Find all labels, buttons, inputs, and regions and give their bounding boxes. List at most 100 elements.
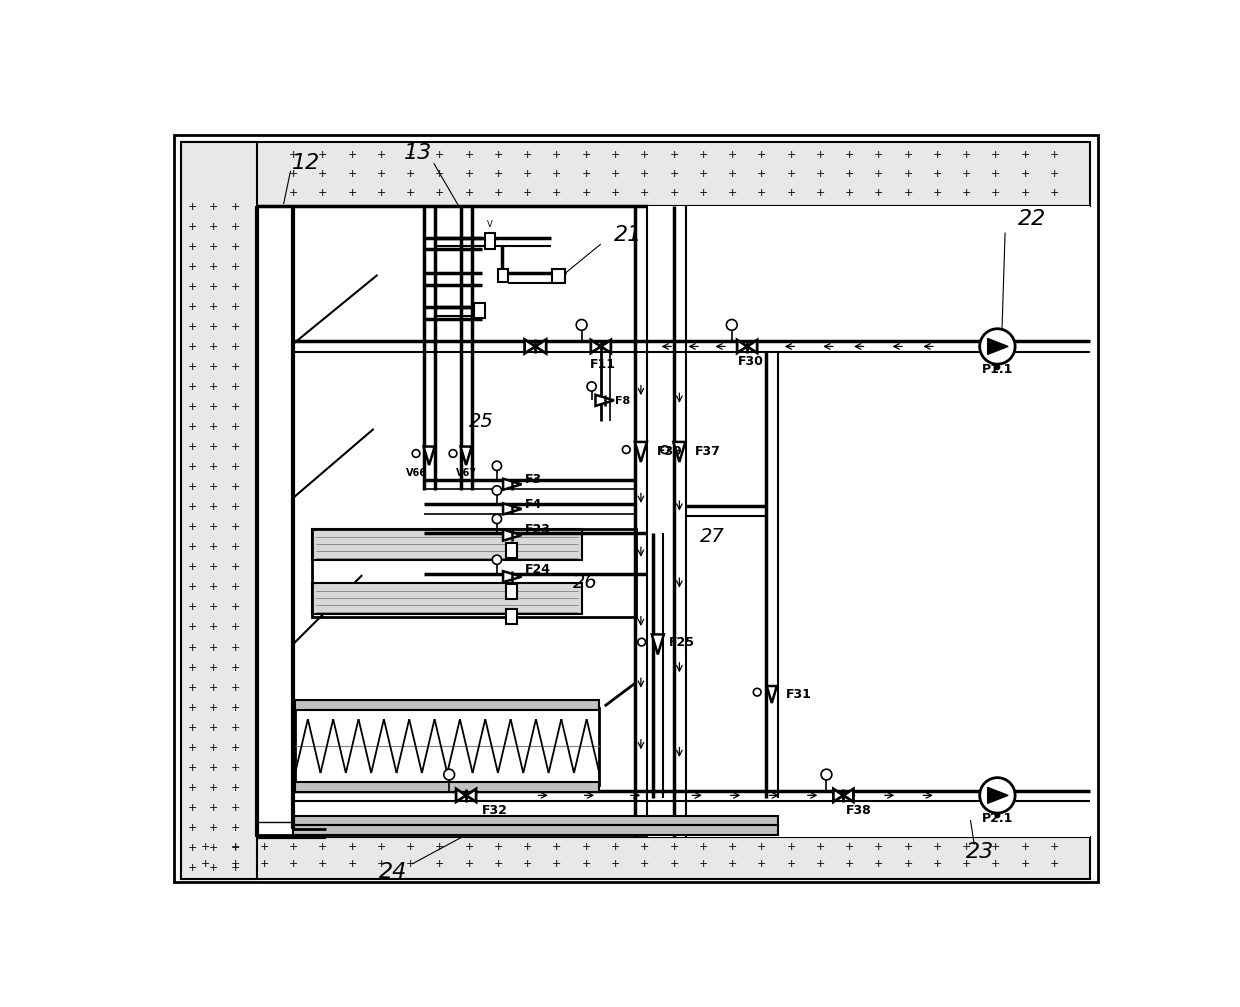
Text: +: + — [289, 859, 299, 869]
Text: F32: F32 — [481, 805, 507, 818]
Bar — [293, 826, 777, 835]
Text: +: + — [435, 188, 445, 198]
Text: +: + — [231, 843, 239, 853]
Text: +: + — [208, 683, 218, 693]
Bar — [295, 700, 599, 710]
Text: +: + — [904, 188, 913, 198]
Text: +: + — [405, 859, 415, 869]
Polygon shape — [766, 686, 777, 703]
Text: +: + — [962, 859, 971, 869]
Text: +: + — [991, 842, 1001, 852]
Text: +: + — [758, 169, 766, 179]
Text: +: + — [991, 859, 1001, 869]
Circle shape — [821, 769, 832, 780]
Bar — [506, 543, 517, 558]
Text: +: + — [494, 169, 503, 179]
Text: +: + — [435, 842, 445, 852]
Circle shape — [637, 638, 646, 645]
Text: +: + — [962, 150, 971, 160]
Text: +: + — [405, 169, 415, 179]
Text: +: + — [347, 169, 357, 179]
Bar — [312, 583, 582, 613]
Text: +: + — [932, 169, 942, 179]
Text: +: + — [231, 642, 239, 653]
Text: +: + — [187, 383, 197, 393]
Text: +: + — [698, 859, 708, 869]
Text: +: + — [377, 150, 386, 160]
Text: +: + — [611, 859, 620, 869]
Text: +: + — [435, 169, 445, 179]
Text: +: + — [758, 842, 766, 852]
Text: +: + — [844, 842, 854, 852]
Text: +: + — [465, 859, 474, 869]
Bar — [312, 529, 635, 617]
Text: +: + — [698, 169, 708, 179]
Text: +: + — [405, 150, 415, 160]
Text: F4: F4 — [525, 497, 542, 511]
Text: +: + — [231, 803, 239, 813]
Text: +: + — [187, 843, 197, 853]
Text: +: + — [231, 462, 239, 472]
Text: +: + — [816, 188, 825, 198]
Text: +: + — [465, 169, 474, 179]
Text: +: + — [187, 482, 197, 492]
Polygon shape — [737, 340, 748, 353]
Text: +: + — [201, 859, 211, 869]
Text: +: + — [187, 863, 197, 873]
Text: +: + — [289, 150, 299, 160]
Text: +: + — [208, 742, 218, 752]
Polygon shape — [635, 442, 647, 462]
Text: V66: V66 — [405, 467, 427, 477]
Text: +: + — [208, 582, 218, 592]
Text: +: + — [494, 188, 503, 198]
Bar — [552, 270, 564, 283]
Circle shape — [622, 446, 630, 453]
Text: +: + — [640, 188, 650, 198]
Text: +: + — [405, 188, 415, 198]
Text: +: + — [582, 859, 591, 869]
Text: +: + — [962, 169, 971, 179]
Text: +: + — [640, 842, 650, 852]
Polygon shape — [503, 478, 522, 489]
Text: +: + — [187, 602, 197, 612]
Text: +: + — [289, 188, 299, 198]
Text: +: + — [670, 859, 678, 869]
Text: +: + — [187, 242, 197, 252]
Text: +: + — [991, 150, 1001, 160]
Text: F31: F31 — [786, 688, 811, 701]
Text: +: + — [611, 150, 620, 160]
Text: +: + — [231, 742, 239, 752]
Text: +: + — [208, 342, 218, 352]
Text: +: + — [289, 169, 299, 179]
Text: +: + — [319, 150, 327, 160]
Text: +: + — [231, 863, 239, 873]
Text: V67: V67 — [455, 467, 476, 477]
Polygon shape — [466, 788, 476, 802]
Text: 24: 24 — [379, 862, 407, 881]
Text: +: + — [208, 823, 218, 833]
Text: +: + — [435, 150, 445, 160]
Text: +: + — [231, 383, 239, 393]
Text: F38: F38 — [846, 805, 872, 818]
Text: +: + — [962, 188, 971, 198]
Text: +: + — [231, 402, 239, 412]
Text: +: + — [786, 150, 796, 160]
Text: +: + — [377, 859, 386, 869]
Text: F3: F3 — [525, 473, 542, 486]
Polygon shape — [601, 340, 611, 353]
Text: +: + — [231, 563, 239, 572]
Text: +: + — [259, 842, 269, 852]
Text: +: + — [728, 150, 738, 160]
Text: +: + — [377, 842, 386, 852]
Text: +: + — [187, 442, 197, 452]
Text: +: + — [187, 723, 197, 733]
Polygon shape — [503, 530, 522, 541]
Text: +: + — [874, 150, 884, 160]
Text: +: + — [208, 543, 218, 553]
Text: +: + — [816, 842, 825, 852]
Text: +: + — [552, 842, 562, 852]
Text: +: + — [231, 302, 239, 312]
Text: +: + — [465, 150, 474, 160]
Text: +: + — [208, 302, 218, 312]
Circle shape — [577, 319, 587, 330]
